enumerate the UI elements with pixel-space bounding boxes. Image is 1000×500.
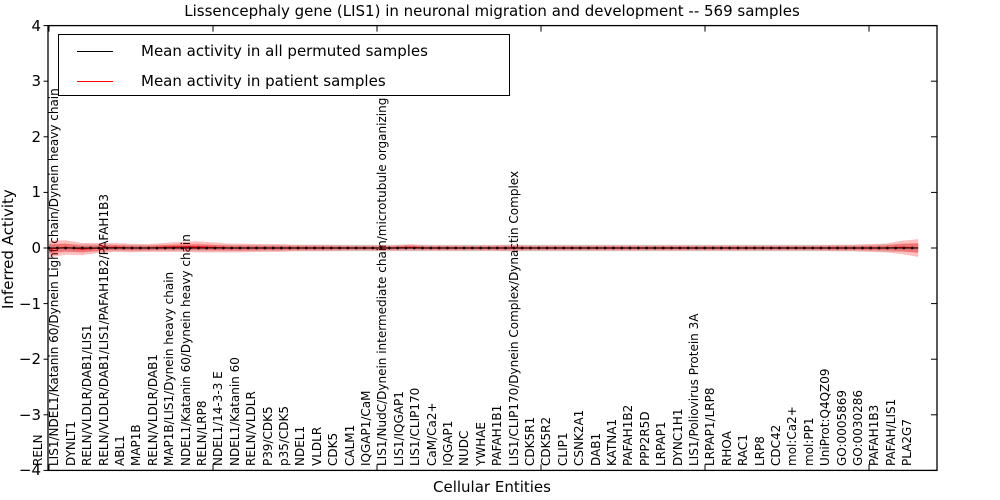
legend: Mean activity in all permuted samples Me… (58, 34, 510, 96)
y-tick-label: −2 (18, 350, 41, 369)
black-line-swatch (77, 50, 113, 52)
legend-entry-permuted: Mean activity in all permuted samples (59, 37, 509, 65)
y-tick-label: −3 (18, 405, 41, 424)
chart-title: Lissencephaly gene (LIS1) in neuronal mi… (184, 2, 800, 20)
y-tick-label: −4 (18, 461, 41, 480)
y-tick-label: 4 (31, 16, 41, 35)
y-tick-label: 3 (31, 72, 41, 91)
legend-label: Mean activity in patient samples (141, 72, 386, 90)
y-tick-label: −1 (18, 294, 41, 313)
x-axis-label: Cellular Entities (433, 478, 551, 496)
legend-entry-patient: Mean activity in patient samples (59, 67, 509, 95)
y-tick-label: 2 (31, 127, 41, 146)
y-tick-label: 1 (31, 183, 41, 202)
legend-label: Mean activity in all permuted samples (141, 42, 428, 60)
y-tick-label: 0 (31, 239, 41, 257)
red-line-swatch (77, 80, 113, 82)
